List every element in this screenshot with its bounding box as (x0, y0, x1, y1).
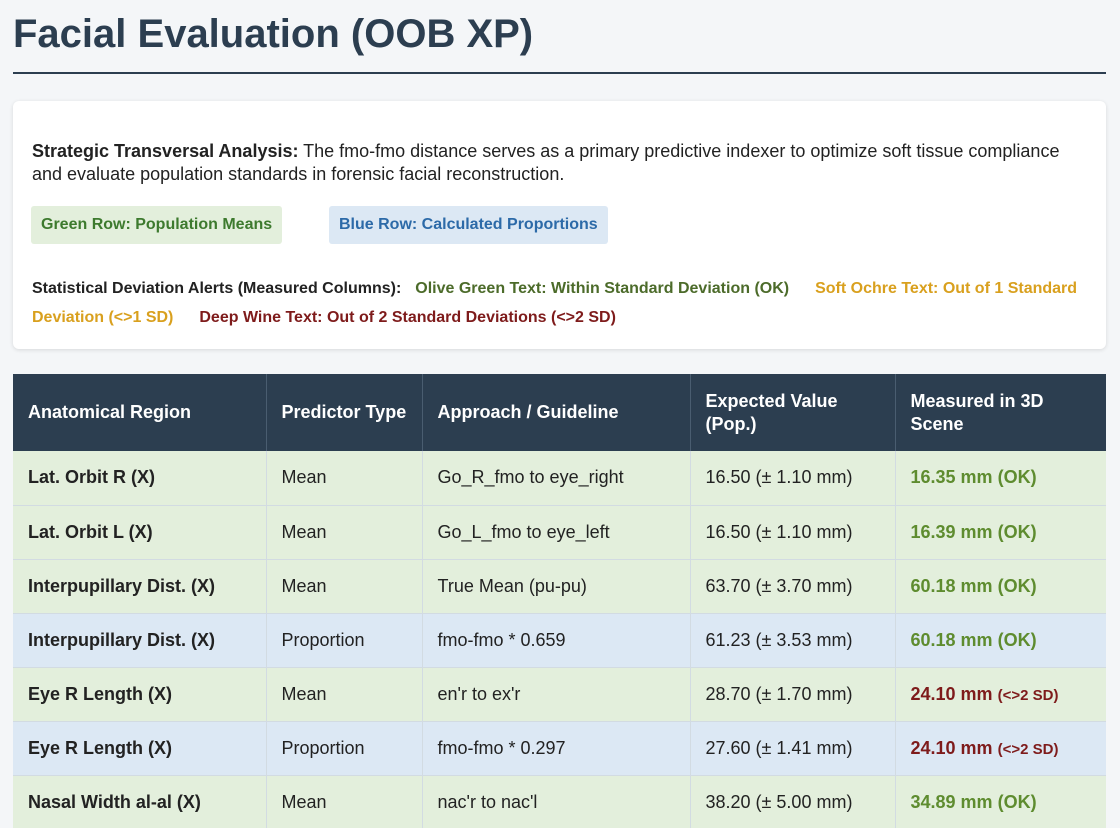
approach-cell: nac'r to nac'l (422, 775, 691, 828)
measured-cell: 16.35 mm (OK) (895, 451, 1106, 506)
measured-value: 24.10 mm (910, 683, 993, 704)
table-row: Interpupillary Dist. (X) Proportion fmo-fm… (13, 613, 1106, 668)
status-tag: (OK) (997, 791, 1037, 812)
status-tag: (OK) (997, 575, 1037, 596)
region-cell: Lat. Orbit L (X) (13, 505, 267, 560)
col-header-approach: Approach / Guideline (422, 374, 691, 451)
approach-cell: en'r to ex'r (422, 667, 691, 722)
expected-cell: 16.50 (± 1.10 mm) (690, 451, 896, 506)
status-tag: (<>2 SD) (997, 686, 1059, 704)
approach-cell: Go_R_fmo to eye_right (422, 451, 691, 506)
title-divider (13, 72, 1106, 74)
col-header-expected: Expected Value (Pop.) (690, 374, 896, 451)
info-card: Strategic Transversal Analysis: The fmo-… (13, 101, 1106, 349)
alerts-label: Statistical Deviation Alerts (Measured C… (32, 280, 402, 297)
table-row: Eye R Length (X) Proportion fmo-fmo * 0.29… (13, 721, 1106, 776)
region-cell: Eye R Length (X) (13, 721, 267, 776)
region-cell: Interpupillary Dist. (X) (13, 613, 267, 668)
table-row: Interpupillary Dist. (X) Mean True Mean (p… (13, 559, 1106, 614)
status-tag: (OK) (997, 467, 1037, 488)
measured-value: 34.89 mm (910, 791, 993, 812)
measured-cell: 60.18 mm (OK) (895, 559, 1106, 614)
expected-cell: 27.60 (± 1.41 mm) (690, 721, 896, 776)
legend-badge-green: Green Row: Population Means (31, 206, 283, 244)
measured-value: 24.10 mm (910, 737, 993, 758)
measured-value: 60.18 mm (910, 575, 993, 596)
measured-cell: 24.10 mm (<>2 SD) (895, 667, 1106, 722)
status-tag: (OK) (997, 521, 1037, 542)
page-title: Facial Evaluation (OOB XP) (13, 12, 534, 56)
alert-sd2: Deep Wine Text: Out of 2 Standard Deviat… (199, 309, 616, 326)
intro-body: The fmo-fmo distance serves as a primary… (32, 141, 1060, 184)
evaluation-table: Anatomical Region Predictor Type Approac… (13, 374, 1106, 828)
type-cell: Proportion (266, 613, 423, 668)
intro-label: Strategic Transversal Analysis: (32, 141, 299, 161)
table-row: Lat. Orbit L (X) Mean Go_L_fmo to eye_left… (13, 505, 1106, 560)
measured-value: 16.35 mm (910, 467, 993, 488)
table-row: Nasal Width al-al (X) Mean nac'r to nac'l 3… (13, 775, 1106, 828)
measured-value: 60.18 mm (910, 629, 993, 650)
expected-cell: 38.20 (± 5.00 mm) (690, 775, 896, 828)
expected-cell: 16.50 (± 1.10 mm) (690, 505, 896, 560)
type-cell: Mean (266, 505, 423, 560)
col-header-type: Predictor Type (266, 374, 423, 451)
measured-cell: 34.89 mm (OK) (895, 775, 1106, 828)
col-header-measured: Measured in 3D Scene (895, 374, 1106, 451)
region-cell: Nasal Width al-al (X) (13, 775, 267, 828)
alert-sd1: Soft Ochre Text: Out of 1 Standard Devia… (32, 280, 1078, 326)
region-cell: Lat. Orbit R (X) (13, 451, 267, 506)
type-cell: Mean (266, 667, 423, 722)
type-cell: Mean (266, 559, 423, 614)
measured-cell: 16.39 mm (OK) (895, 505, 1106, 560)
intro-text: Strategic Transversal Analysis: The fmo-… (32, 140, 1082, 186)
approach-cell: Go_L_fmo to eye_left (422, 505, 691, 560)
table-row: Lat. Orbit R (X) Mean Go_R_fmo to eye_righ… (13, 451, 1106, 506)
alert-ok: Olive Green Text: Within Standard Deviat… (415, 280, 790, 297)
measured-cell: 24.10 mm (<>2 SD) (895, 721, 1106, 776)
deviation-alerts: Statistical Deviation Alerts (Measured C… (32, 274, 1092, 332)
measured-cell: 60.18 mm (OK) (895, 613, 1106, 668)
table-row: Eye R Length (X) Mean en'r to ex'r 28.70 (±… (13, 667, 1106, 722)
expected-cell: 63.70 (± 3.70 mm) (690, 559, 896, 614)
approach-cell: fmo-fmo * 0.659 (422, 613, 691, 668)
table-header-row: Anatomical Region Predictor Type Approac… (13, 374, 1106, 451)
legend-badge-blue: Blue Row: Calculated Proportions (329, 206, 608, 244)
status-tag: (<>2 SD) (997, 740, 1059, 758)
approach-cell: True Mean (pu-pu) (422, 559, 691, 614)
type-cell: Proportion (266, 721, 423, 776)
table-body: Lat. Orbit R (X) Mean Go_R_fmo to eye_righ… (13, 451, 1106, 828)
expected-cell: 28.70 (± 1.70 mm) (690, 667, 896, 722)
region-cell: Interpupillary Dist. (X) (13, 559, 267, 614)
expected-cell: 61.23 (± 3.53 mm) (690, 613, 896, 668)
status-tag: (OK) (997, 629, 1037, 650)
type-cell: Mean (266, 451, 423, 506)
measured-value: 16.39 mm (910, 521, 993, 542)
type-cell: Mean (266, 775, 423, 828)
region-cell: Eye R Length (X) (13, 667, 267, 722)
col-header-region: Anatomical Region (13, 374, 267, 451)
approach-cell: fmo-fmo * 0.297 (422, 721, 691, 776)
